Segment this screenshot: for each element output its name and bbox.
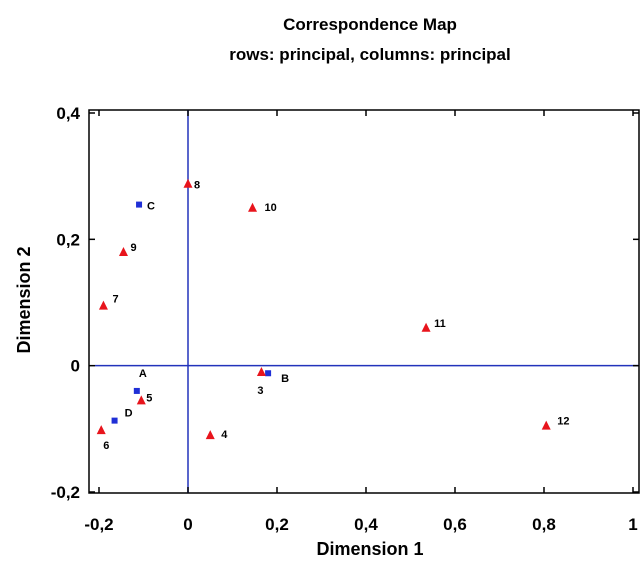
point-10 bbox=[248, 202, 258, 212]
y-tick-label: -0,2 bbox=[51, 483, 80, 502]
point-8 bbox=[183, 178, 193, 188]
point-label-b: B bbox=[281, 373, 289, 385]
point-c bbox=[136, 201, 143, 208]
x-tick-label: 1 bbox=[628, 515, 637, 534]
point-a bbox=[133, 387, 140, 394]
plot-frame bbox=[88, 109, 640, 494]
point-11 bbox=[421, 322, 431, 332]
point-7 bbox=[98, 300, 108, 310]
point-label-5: 5 bbox=[146, 392, 152, 404]
x-tick-label: 0,2 bbox=[265, 515, 289, 534]
x-tick-label: 0,6 bbox=[443, 515, 467, 534]
y-axis-ticks: -0,2 0 0,2 0,4 bbox=[51, 104, 639, 502]
point-6 bbox=[96, 425, 106, 435]
point-label-d: D bbox=[125, 408, 133, 420]
y-tick-label: 0,4 bbox=[56, 104, 80, 123]
reference-lines bbox=[95, 110, 639, 493]
x-axis-label: Dimension 1 bbox=[316, 539, 423, 559]
point-label-8: 8 bbox=[194, 180, 200, 192]
point-label-7: 7 bbox=[112, 294, 118, 306]
point-label-3: 3 bbox=[257, 385, 263, 397]
point-5 bbox=[136, 395, 146, 405]
point-4 bbox=[205, 430, 215, 440]
x-tick-label: -0,2 bbox=[84, 515, 113, 534]
y-tick-label: 0,2 bbox=[56, 230, 80, 249]
point-3 bbox=[256, 366, 266, 376]
chart-subtitle: rows: principal, columns: principal bbox=[229, 45, 511, 64]
point-label-10: 10 bbox=[265, 202, 277, 214]
data-points: A B C D 3 4 5 6 7 8 9 10 11 12 bbox=[96, 178, 569, 452]
x-tick-label: 0,8 bbox=[532, 515, 556, 534]
x-tick-label: 0,4 bbox=[354, 515, 378, 534]
x-tick-label: 0 bbox=[183, 515, 192, 534]
y-axis-label: Dimension 2 bbox=[14, 246, 34, 353]
point-label-6: 6 bbox=[103, 440, 109, 452]
chart-title: Correspondence Map bbox=[283, 15, 457, 34]
point-d bbox=[111, 417, 118, 424]
x-axis-ticks: -0,2 0 0,2 0,4 0,6 0,8 1 bbox=[84, 110, 638, 534]
point-label-9: 9 bbox=[130, 242, 136, 254]
point-label-12: 12 bbox=[557, 416, 569, 428]
point-12 bbox=[541, 420, 551, 430]
point-b bbox=[265, 370, 272, 377]
point-label-a: A bbox=[139, 368, 147, 380]
point-label-c: C bbox=[147, 201, 155, 213]
point-label-4: 4 bbox=[221, 429, 228, 441]
y-tick-label: 0 bbox=[71, 357, 80, 376]
point-label-11: 11 bbox=[434, 318, 446, 330]
point-9 bbox=[118, 246, 128, 256]
